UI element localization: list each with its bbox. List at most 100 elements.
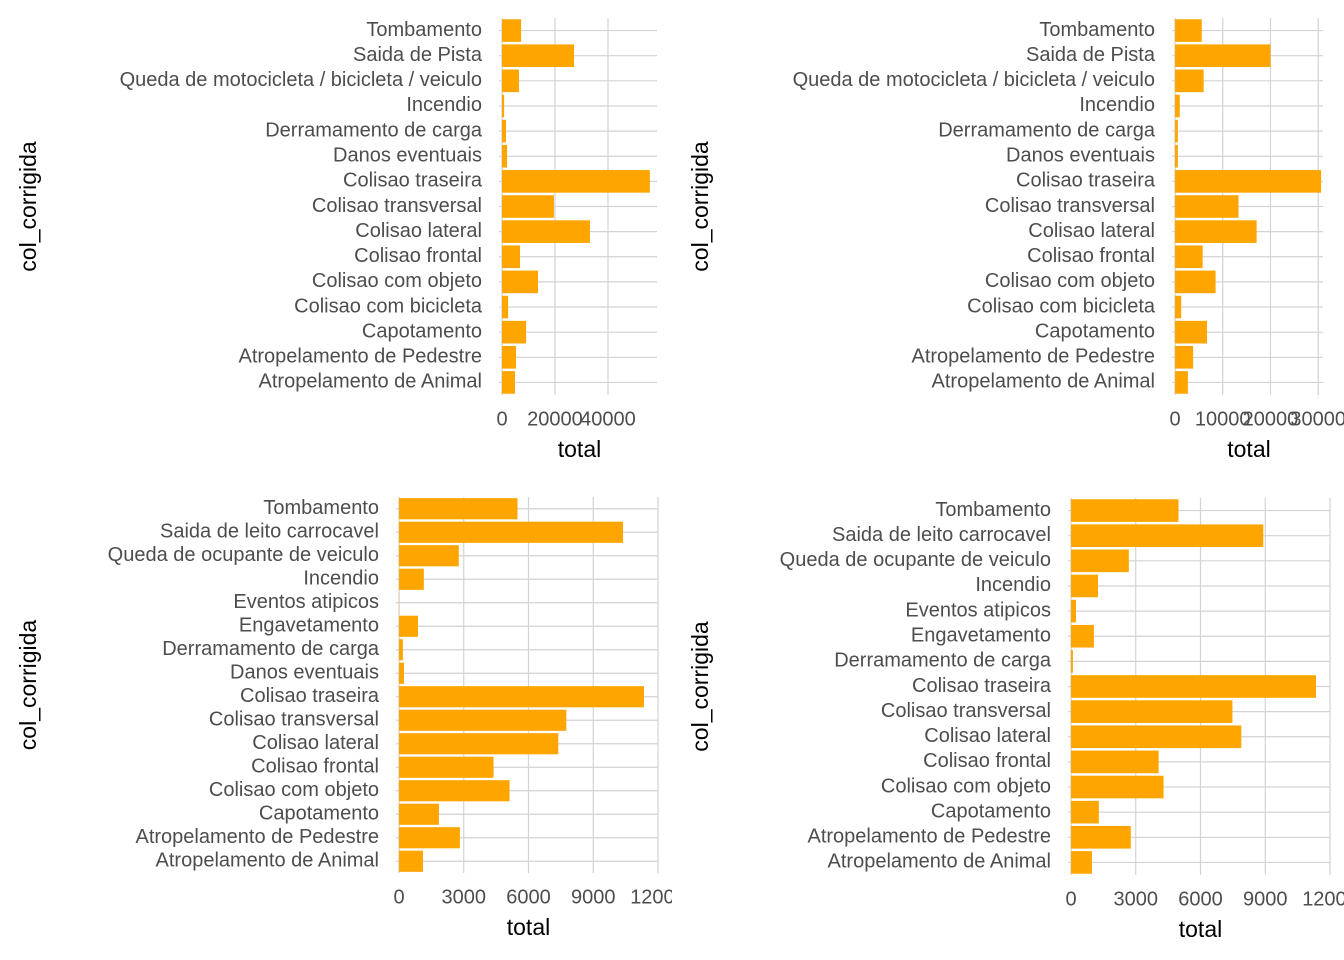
bar (399, 568, 424, 590)
x-tick-label: 0 (1169, 408, 1180, 430)
bar (1175, 44, 1271, 68)
y-tick-label: Derramamento de carga (834, 650, 1052, 672)
bar (399, 498, 518, 520)
bar (399, 827, 460, 849)
y-tick-label: Saida de Pista (353, 44, 483, 66)
bar (1071, 650, 1073, 673)
y-tick-label: Tombamento (1039, 19, 1155, 41)
x-axis-title: total (1227, 436, 1270, 462)
bar (399, 756, 494, 778)
y-tick-label: Colisao frontal (923, 750, 1051, 772)
x-tick-label: 12000 (1302, 888, 1344, 910)
y-tick-label: Capotamento (362, 320, 482, 342)
bar (1071, 725, 1242, 749)
bar (399, 686, 644, 708)
y-tick-label: Danos eventuais (1006, 145, 1155, 167)
x-tick-label: 12000 (630, 886, 672, 908)
y-tick-label: Colisao traseira (1016, 170, 1156, 192)
bar (1071, 675, 1316, 698)
bar (502, 245, 521, 269)
bar (1175, 245, 1203, 269)
y-tick-label: Colisao transversal (881, 700, 1051, 722)
bar (502, 345, 517, 369)
y-tick-label: Queda de ocupante de veiculo (780, 549, 1051, 571)
x-tick-label: 10000 (1195, 408, 1251, 430)
y-tick-label: Colisao traseira (343, 170, 483, 192)
bar (1071, 851, 1092, 874)
bar (1071, 750, 1159, 774)
bar (1175, 119, 1178, 143)
bar (1071, 549, 1129, 573)
bar (1071, 574, 1098, 598)
y-tick-label: Capotamento (931, 800, 1051, 822)
bar (1071, 624, 1094, 648)
bar (502, 270, 539, 294)
x-tick-label: 3000 (442, 886, 487, 908)
bar (399, 780, 510, 802)
y-tick-label: Incendio (406, 94, 482, 116)
bar (1175, 295, 1182, 319)
x-tick-label: 0 (1065, 888, 1076, 910)
bar (1175, 69, 1204, 93)
y-tick-label: Colisao traseira (912, 675, 1052, 697)
y-tick-label: Eventos atipicos (905, 599, 1051, 621)
x-tick-label: 20000 (1243, 408, 1299, 430)
y-tick-label: Incendio (975, 574, 1051, 596)
y-tick-label: Colisao transversal (312, 195, 482, 217)
y-tick-label: Queda de ocupante de veiculo (108, 544, 379, 566)
bar (502, 94, 505, 118)
bar (502, 69, 519, 93)
y-tick-label: Incendio (1079, 94, 1155, 116)
y-axis-title: col_corrigida (687, 621, 713, 752)
bar (399, 662, 404, 684)
y-tick-label: Atropelamento de Animal (156, 850, 379, 872)
y-tick-label: Tombamento (935, 499, 1051, 521)
y-tick-label: Incendio (303, 568, 379, 590)
bar (1071, 499, 1179, 522)
x-axis-title: total (1179, 916, 1222, 942)
y-tick-label: Queda de motocicleta / bicicleta / veicu… (120, 69, 482, 91)
bar (1175, 345, 1194, 369)
y-tick-label: Atropelamento de Animal (259, 371, 482, 393)
bar (1175, 144, 1178, 168)
x-tick-label: 6000 (506, 886, 551, 908)
y-tick-label: Colisao lateral (355, 220, 482, 242)
y-axis-title: col_corrigida (15, 141, 41, 272)
bar (399, 545, 459, 567)
x-tick-label: 0 (496, 408, 507, 430)
y-tick-label: Atropelamento de Pedestre (239, 346, 483, 368)
y-tick-label: Colisao com objeto (985, 270, 1155, 292)
y-tick-label: Saida de leito carrocavel (160, 521, 379, 543)
x-tick-label: 3000 (1114, 888, 1159, 910)
y-axis-title: col_corrigida (15, 620, 41, 751)
bar (502, 144, 508, 168)
y-tick-label: Colisao frontal (1027, 245, 1155, 267)
y-tick-label: Tombamento (263, 497, 379, 519)
y-tick-label: Danos eventuais (333, 145, 482, 167)
y-tick-label: Engavetamento (911, 625, 1051, 647)
y-tick-label: Eventos atipicos (233, 591, 379, 613)
x-tick-label: 0 (393, 886, 404, 908)
bar (502, 320, 527, 344)
y-tick-label: Saida de Pista (1026, 44, 1156, 66)
bar (1071, 775, 1164, 799)
x-tick-label: 40000 (580, 408, 636, 430)
bar (502, 220, 590, 243)
x-tick-label: 20000 (527, 408, 583, 430)
x-tick-label: 6000 (1178, 888, 1223, 910)
y-tick-label: Saida de leito carrocavel (832, 524, 1051, 546)
bar (1175, 19, 1202, 42)
y-tick-label: Colisao transversal (985, 195, 1155, 217)
y-tick-label: Colisao lateral (252, 732, 379, 754)
y-tick-label: Colisao com objeto (209, 779, 379, 801)
y-tick-label: Colisao com bicicleta (967, 295, 1156, 317)
x-axis-title: total (558, 436, 601, 462)
bar (399, 850, 423, 872)
y-tick-label: Derramamento de carga (938, 119, 1156, 141)
y-tick-label: Colisao traseira (240, 685, 380, 707)
bar (502, 119, 506, 143)
bar (1071, 800, 1099, 824)
bar (1071, 825, 1131, 849)
